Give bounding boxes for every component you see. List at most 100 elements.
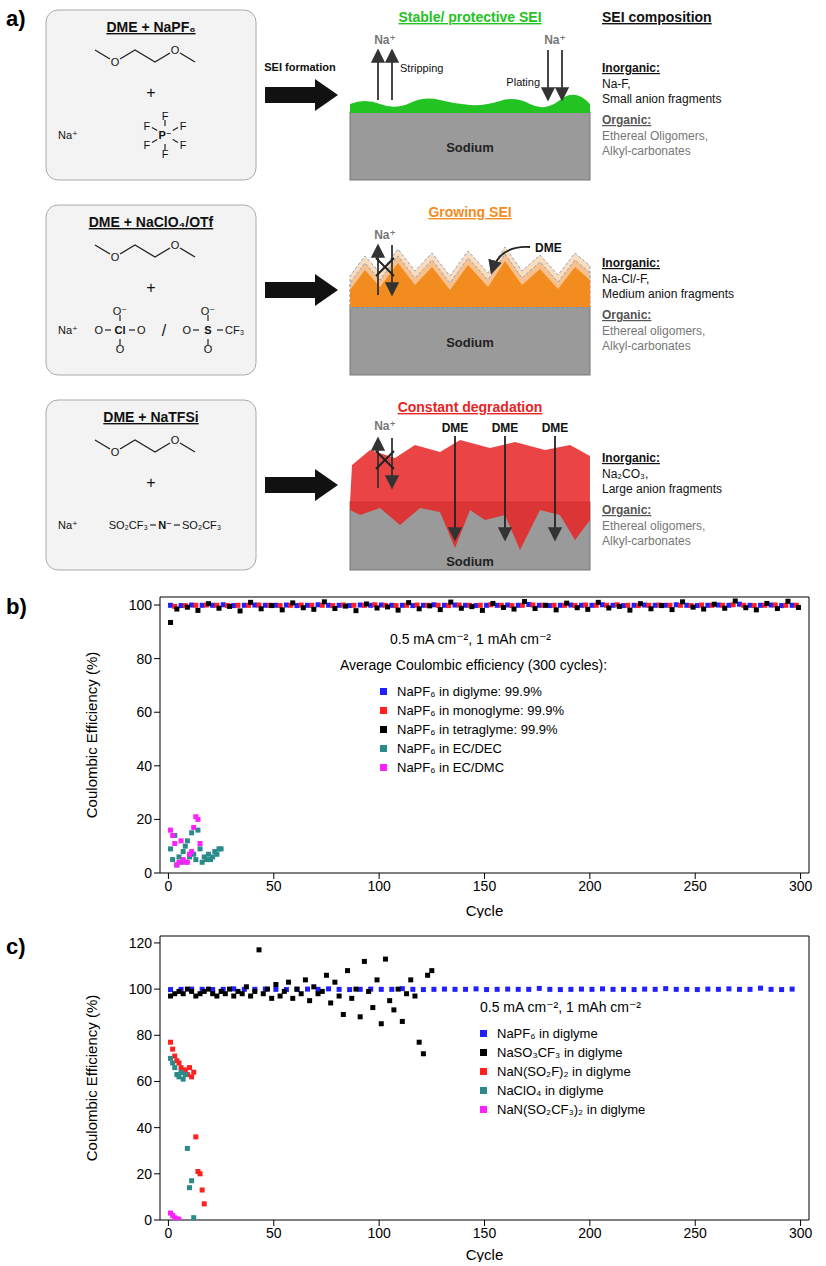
- svg-text:Cycle: Cycle: [466, 902, 504, 918]
- svg-text:Na₂CO₃,: Na₂CO₃,: [602, 467, 648, 481]
- svg-text:150: 150: [473, 1225, 497, 1241]
- svg-text:O: O: [171, 434, 180, 446]
- svg-text:P⁻: P⁻: [158, 129, 171, 141]
- svg-text:CF₃: CF₃: [225, 324, 244, 336]
- svg-text:F: F: [162, 110, 169, 122]
- svg-text:Sodium: Sodium: [446, 554, 494, 569]
- svg-text:80: 80: [136, 1027, 152, 1043]
- svg-text:Constant degradation: Constant degradation: [398, 399, 543, 415]
- svg-text:O: O: [111, 446, 120, 458]
- svg-text:a): a): [6, 6, 26, 31]
- svg-text:Cycle: Cycle: [466, 1246, 504, 1262]
- svg-text:O⁻: O⁻: [201, 305, 216, 317]
- svg-text:SO₂CF₃: SO₂CF₃: [109, 519, 148, 531]
- svg-text:DME: DME: [535, 241, 562, 255]
- svg-text:DME: DME: [542, 421, 569, 435]
- svg-text:120: 120: [129, 935, 153, 951]
- svg-text:N⁻: N⁻: [158, 519, 172, 531]
- svg-text:20: 20: [136, 1166, 152, 1182]
- svg-text:Alkyl-carbonates: Alkyl-carbonates: [602, 339, 691, 353]
- svg-text:Organic:: Organic:: [602, 308, 651, 322]
- svg-text:Stripping: Stripping: [400, 62, 443, 74]
- svg-text:DME: DME: [442, 421, 469, 435]
- svg-text:SO₂CF₃: SO₂CF₃: [182, 519, 221, 531]
- svg-text:Plating: Plating: [506, 76, 540, 88]
- svg-text:Na-Cl/-F,: Na-Cl/-F,: [602, 272, 649, 286]
- svg-text:20: 20: [136, 811, 152, 827]
- svg-text:Inorganic:: Inorganic:: [602, 256, 660, 270]
- svg-text:0: 0: [165, 878, 173, 894]
- svg-text:DME + NaTFSi: DME + NaTFSi: [103, 409, 198, 425]
- svg-text:Coulombic Efficiency (%): Coulombic Efficiency (%): [83, 995, 100, 1161]
- svg-text:O: O: [111, 251, 120, 263]
- svg-text:40: 40: [136, 758, 152, 774]
- svg-text:300: 300: [789, 1225, 813, 1241]
- svg-text:Organic:: Organic:: [602, 503, 651, 517]
- svg-text:Na⁺: Na⁺: [58, 519, 78, 531]
- svg-text:F: F: [144, 139, 151, 151]
- svg-text:0: 0: [144, 865, 152, 881]
- svg-text:DME: DME: [492, 421, 519, 435]
- svg-text:Cl: Cl: [115, 324, 126, 336]
- svg-text:O: O: [94, 324, 103, 336]
- svg-text:100: 100: [367, 1225, 391, 1241]
- svg-text:Ethereal Oligomers,: Ethereal Oligomers,: [602, 129, 708, 143]
- svg-text:Organic:: Organic:: [602, 113, 651, 127]
- svg-text:250: 250: [684, 878, 708, 894]
- svg-text:O: O: [171, 239, 180, 251]
- svg-text:SEI formation: SEI formation: [264, 61, 336, 73]
- svg-text:100: 100: [367, 878, 391, 894]
- svg-text:Ethereal oligomers,: Ethereal oligomers,: [602, 519, 705, 533]
- svg-text:100: 100: [129, 981, 153, 997]
- svg-text:50: 50: [266, 878, 282, 894]
- svg-text:Small anion fragments: Small anion fragments: [602, 92, 721, 106]
- svg-text:+: +: [146, 474, 155, 491]
- svg-text:60: 60: [136, 704, 152, 720]
- svg-text:F: F: [144, 120, 151, 132]
- svg-text:Na⁺: Na⁺: [58, 324, 78, 336]
- svg-text:Na⁺: Na⁺: [58, 129, 78, 141]
- svg-text:300: 300: [789, 878, 813, 894]
- svg-text:Sodium: Sodium: [446, 140, 494, 155]
- svg-text:Sodium: Sodium: [446, 335, 494, 350]
- svg-text:F: F: [162, 148, 169, 160]
- svg-text:O: O: [111, 56, 120, 68]
- svg-text:DME + NaPF₆: DME + NaPF₆: [106, 19, 195, 35]
- svg-text:0: 0: [165, 1225, 173, 1241]
- svg-text:60: 60: [136, 1073, 152, 1089]
- svg-text:O: O: [137, 324, 146, 336]
- svg-text:Inorganic:: Inorganic:: [602, 451, 660, 465]
- svg-text:Ethereal oligomers,: Ethereal oligomers,: [602, 324, 705, 338]
- svg-text:Alkyl-carbonates: Alkyl-carbonates: [602, 534, 691, 548]
- svg-text:Na⁺: Na⁺: [544, 33, 566, 47]
- svg-text:O: O: [171, 44, 180, 56]
- svg-text:Stable/ protective SEI: Stable/ protective SEI: [398, 9, 541, 25]
- svg-text:Na⁺: Na⁺: [374, 33, 396, 47]
- svg-text:Coulombic Efficiency (%): Coulombic Efficiency (%): [83, 652, 100, 818]
- svg-text:+: +: [146, 84, 155, 101]
- svg-text:DME + NaClO₄/OTf: DME + NaClO₄/OTf: [89, 214, 214, 230]
- svg-text:Alkyl-carbonates: Alkyl-carbonates: [602, 144, 691, 158]
- svg-text:40: 40: [136, 1120, 152, 1136]
- svg-text:Large anion fragments: Large anion fragments: [602, 482, 722, 496]
- svg-text:100: 100: [129, 597, 153, 613]
- svg-text:O: O: [204, 343, 213, 355]
- svg-text:Na⁺: Na⁺: [374, 228, 396, 242]
- svg-text:SEI composition: SEI composition: [602, 9, 712, 25]
- svg-text:80: 80: [136, 651, 152, 667]
- svg-text:O: O: [116, 343, 125, 355]
- svg-text:+: +: [146, 279, 155, 296]
- svg-text:O: O: [182, 324, 191, 336]
- svg-text:200: 200: [578, 878, 602, 894]
- svg-text:Na⁺: Na⁺: [374, 419, 396, 433]
- svg-text:Growing SEI: Growing SEI: [428, 204, 511, 220]
- svg-text:50: 50: [266, 1225, 282, 1241]
- svg-text:O⁻: O⁻: [113, 305, 128, 317]
- svg-text:200: 200: [578, 1225, 602, 1241]
- svg-text:Na-F,: Na-F,: [602, 77, 631, 91]
- svg-text:/: /: [162, 322, 167, 339]
- svg-text:Inorganic:: Inorganic:: [602, 61, 660, 75]
- svg-text:Medium anion fragments: Medium anion fragments: [602, 287, 734, 301]
- svg-text:150: 150: [473, 878, 497, 894]
- svg-text:250: 250: [684, 1225, 708, 1241]
